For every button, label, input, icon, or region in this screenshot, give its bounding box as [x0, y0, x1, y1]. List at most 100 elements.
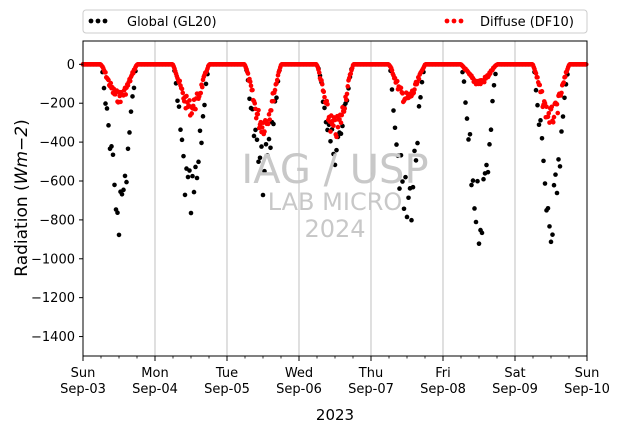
point-global [392, 125, 398, 131]
point-global [202, 102, 207, 108]
point-diffuse [193, 106, 198, 112]
point-diffuse [267, 117, 273, 122]
point-global [545, 205, 551, 211]
point-global [274, 95, 279, 101]
point-diffuse [199, 84, 205, 90]
x-axis: Sun Sep-03 Mon Sep-04 Tue Sep-05 Wed Sep-06 Thu S… [60, 356, 610, 397]
point-global [487, 142, 492, 147]
watermark-line-3: 2024 [304, 215, 365, 243]
point-diffuse [250, 87, 255, 93]
point-diffuse [345, 84, 351, 89]
point-global [191, 189, 197, 195]
point-diffuse [334, 134, 339, 140]
watermark-line-1: IAG / USP [241, 147, 428, 193]
point-diffuse [274, 81, 279, 86]
y-tick-label: −1200 [31, 291, 75, 306]
point-diffuse [348, 71, 354, 77]
point-global [416, 104, 422, 109]
point-global [121, 187, 126, 193]
point-diffuse [332, 117, 338, 123]
y-tick-label: 0 [67, 58, 75, 73]
x-tick-label: Tue Sep-05 [204, 366, 250, 397]
point-global [391, 108, 396, 113]
point-diffuse [252, 101, 258, 106]
point-global [389, 87, 395, 92]
point-diffuse [342, 106, 348, 111]
point-global [122, 173, 128, 179]
point-diffuse [554, 101, 560, 107]
legend-label-global: Global (GL20) [127, 15, 217, 30]
point-global [254, 137, 260, 143]
legend-marker-diffuse [444, 18, 464, 24]
point-diffuse [545, 114, 551, 119]
point-global [401, 206, 407, 212]
x-tick-label: Sun Sep-03 [60, 366, 106, 397]
point-diffuse [549, 104, 555, 110]
point-global [536, 122, 542, 128]
point-global [200, 114, 206, 119]
point-diffuse [198, 90, 204, 96]
point-diffuse [127, 78, 133, 84]
point-diffuse [398, 85, 404, 91]
point-diffuse [344, 91, 350, 97]
point-global [406, 195, 411, 201]
point-global [473, 219, 479, 225]
point-global [260, 192, 266, 198]
point-global [334, 147, 339, 153]
point-global [115, 210, 120, 216]
legend-marker-global [88, 18, 108, 24]
point-global [413, 158, 419, 163]
point-global [557, 164, 563, 169]
point-global [130, 94, 135, 99]
point-global [182, 192, 188, 198]
point-diffuse [321, 89, 327, 95]
point-global [271, 121, 276, 127]
point-diffuse [551, 114, 557, 120]
point-diffuse [539, 89, 545, 94]
point-global [197, 128, 203, 134]
point-global [548, 239, 554, 245]
y-tick-label: −600 [39, 175, 75, 190]
y-axis: 0 −200 −400 −600 −800 −1000 −1200 −1400 [31, 58, 83, 345]
point-global [541, 158, 546, 164]
y-tick-label: −1000 [31, 252, 75, 267]
y-tick-label: −800 [39, 213, 75, 228]
point-diffuse [180, 90, 186, 96]
point-global [470, 178, 476, 183]
point-diffuse [338, 120, 344, 126]
point-diffuse [562, 74, 568, 80]
point-global [485, 169, 491, 175]
point-global [559, 129, 564, 134]
point-global [535, 102, 540, 108]
watermark: IAG / USP LAB MICRO 2024 [241, 147, 428, 243]
point-global [322, 105, 327, 111]
point-diffuse [245, 71, 251, 76]
point-diffuse [555, 110, 561, 116]
point-global [467, 131, 473, 137]
point-global [556, 157, 561, 162]
point-global [476, 241, 482, 246]
point-global [464, 116, 470, 121]
watermark-line-2: LAB MICRO [268, 188, 403, 216]
point-global [542, 181, 548, 186]
point-global [196, 159, 201, 165]
point-diffuse [533, 71, 539, 76]
point-diffuse [325, 101, 330, 107]
x-tick-label: Sun Sep-10 [564, 366, 610, 397]
point-global [491, 82, 497, 88]
point-diffuse [179, 86, 185, 92]
point-global [475, 178, 480, 184]
point-global [484, 162, 489, 168]
point-global [463, 100, 468, 105]
point-diffuse [335, 124, 341, 130]
point-global [259, 144, 264, 149]
point-global [403, 174, 408, 180]
point-diffuse [535, 75, 540, 80]
point-global [101, 85, 107, 91]
point-global [265, 153, 270, 158]
legend: Global (GL20) Diffuse (DF10) [82, 9, 588, 34]
point-global [331, 151, 336, 157]
point-global [253, 127, 258, 133]
y-tick-label: −1400 [31, 330, 75, 345]
point-global [419, 79, 425, 85]
